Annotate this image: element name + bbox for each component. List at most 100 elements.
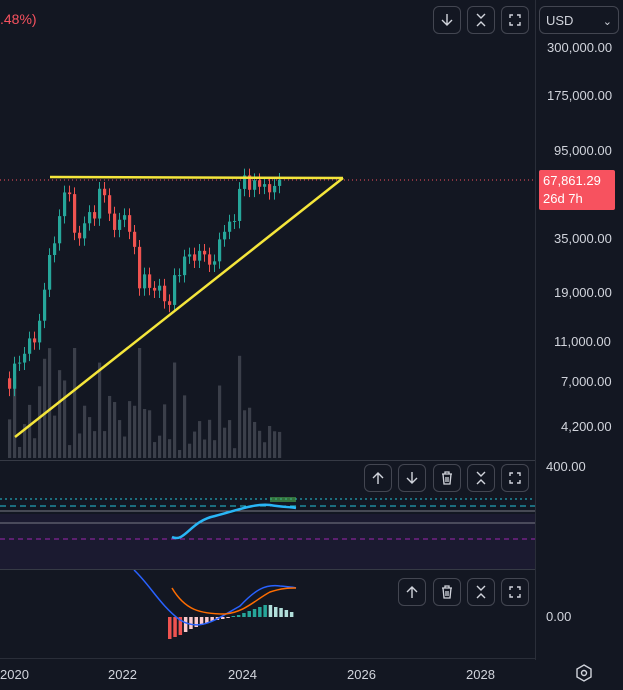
candle-body (8, 378, 12, 389)
time-axis[interactable]: 2020 2022 2024 2026 2028 (0, 658, 535, 690)
candle-body (233, 220, 237, 222)
collapse-pane-button[interactable] (467, 464, 495, 492)
candle-body (173, 275, 177, 305)
signal-line (171, 587, 297, 615)
collapse-pane-button[interactable] (467, 6, 495, 34)
candle-body (203, 250, 207, 255)
candle-body (118, 219, 122, 230)
candle-body (263, 184, 267, 187)
volume-bar (248, 407, 252, 458)
candle-body (248, 175, 252, 190)
delete-pane-button[interactable] (433, 578, 461, 606)
candles (8, 168, 282, 397)
price-chart[interactable] (0, 0, 535, 460)
candle-body (53, 243, 57, 256)
oscillator-pane[interactable] (0, 461, 535, 569)
volume-bar (208, 419, 212, 458)
candle-body (58, 216, 62, 244)
candle-body (123, 215, 127, 220)
candle-body (163, 285, 167, 302)
macd-histogram-bar (189, 617, 193, 629)
chart-settings-button[interactable] (572, 661, 596, 685)
macd-histogram-bar (247, 611, 251, 617)
volume-bar (118, 420, 122, 458)
candle-body (128, 215, 132, 232)
maximize-pane-button[interactable] (501, 578, 529, 606)
macd-line (133, 570, 297, 626)
price-axis-label: 175,000.00 (547, 88, 613, 103)
volume-bar (13, 376, 17, 458)
volume-bar (253, 421, 257, 458)
macd-histogram (168, 605, 294, 639)
volume-bar (268, 425, 272, 458)
volume-bar (188, 443, 192, 458)
volume-bar (83, 405, 87, 458)
maximize-icon (509, 472, 521, 484)
macd-histogram-bar (205, 617, 209, 623)
move-down-button[interactable] (398, 464, 426, 492)
maximize-pane-button[interactable] (501, 464, 529, 492)
price-change-text: .48%) (0, 11, 37, 27)
macd-histogram-bar (284, 610, 289, 617)
volume-bar (43, 358, 47, 458)
volume-bar (98, 362, 102, 458)
collapse-icon (476, 585, 486, 599)
volume-bar (213, 440, 217, 458)
macd-histogram-bar (258, 607, 262, 617)
macd-histogram-bar (183, 617, 188, 632)
macd-histogram-bar (274, 607, 278, 617)
volume-bar (128, 401, 132, 458)
volume-bar (218, 385, 222, 458)
volume-bar (93, 431, 97, 458)
move-down-button[interactable] (433, 6, 461, 34)
candle-body (48, 255, 52, 290)
volume-bar (53, 415, 57, 458)
price-axis-label: 19,000.00 (554, 285, 612, 300)
time-axis-label: 2026 (347, 667, 376, 682)
arrow-down-icon (406, 472, 418, 484)
chevron-down-icon: ⌄ (602, 16, 612, 28)
overbought-highlight (270, 497, 296, 502)
move-up-button[interactable] (364, 464, 392, 492)
volume-bar (153, 442, 157, 458)
macd-histogram-bar (173, 617, 177, 637)
chart-area[interactable]: .48%) (0, 0, 535, 689)
resistance-trendline (49, 175, 344, 180)
macd-histogram-bar (268, 605, 273, 617)
move-up-button[interactable] (398, 578, 426, 606)
volume-bar (233, 448, 237, 458)
macd-histogram-bar (226, 617, 230, 618)
price-axis-label: 35,000.00 (554, 231, 612, 246)
candle-body (108, 195, 112, 214)
maximize-icon (509, 14, 521, 26)
macd-histogram-bar (236, 615, 241, 617)
volume-bar (113, 402, 117, 458)
arrow-down-icon (441, 14, 453, 26)
delete-pane-button[interactable] (433, 464, 461, 492)
price-axis-label: 7,000.00 (561, 374, 612, 389)
maximize-pane-button[interactable] (501, 6, 529, 34)
macd-pane[interactable] (0, 570, 535, 658)
volume-bar (108, 395, 112, 458)
macd-histogram-bar (289, 612, 294, 617)
pane-separator[interactable] (0, 569, 535, 570)
volume-bar (8, 419, 12, 458)
volume-bar (138, 348, 142, 458)
candle-body (243, 175, 247, 189)
macd-histogram-bar (178, 617, 183, 635)
pane-separator[interactable] (0, 460, 535, 461)
candle-body (133, 231, 137, 247)
price-axis[interactable]: 300,000.00 175,000.00 95,000.00 35,000.0… (535, 0, 623, 660)
volume-bar (63, 380, 67, 458)
settings-icon (576, 664, 592, 682)
volume-bar (273, 431, 277, 458)
collapse-pane-button[interactable] (467, 578, 495, 606)
currency-select[interactable]: USD ⌄ (539, 6, 619, 34)
time-axis-label: 2024 (228, 667, 257, 682)
collapse-icon (476, 13, 486, 27)
macd-histogram-bar (242, 613, 246, 617)
candle-body (68, 192, 72, 195)
volume-bar (193, 431, 197, 458)
candle-body (63, 192, 67, 217)
price-axis-label: 95,000.00 (554, 143, 612, 158)
